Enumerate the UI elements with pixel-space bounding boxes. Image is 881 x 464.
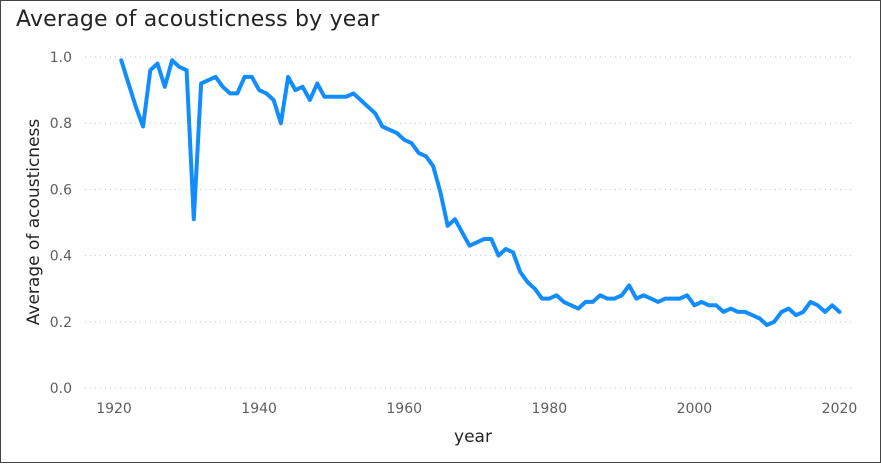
x-axis-title: year — [454, 427, 492, 447]
y-tick-label: 0.0 — [50, 381, 72, 397]
y-tick-label: 1.0 — [50, 50, 72, 66]
x-tick-label: 2020 — [822, 401, 858, 417]
y-tick-label: 0.6 — [50, 182, 72, 198]
y-tick-label: 0.8 — [50, 116, 72, 132]
x-tick-label: 2000 — [677, 401, 713, 417]
y-tick-label: 0.2 — [50, 315, 72, 331]
x-axis-ticks: 1920 1940 1960 1980 2000 2020 — [96, 401, 857, 417]
y-axis-ticks: 0.0 0.2 0.4 0.6 0.8 1.0 — [50, 50, 72, 397]
y-tick-label: 0.4 — [50, 249, 72, 265]
chart-title: Average of acousticness by year — [16, 7, 380, 32]
x-tick-label: 1920 — [96, 401, 132, 417]
gridlines — [85, 56, 854, 389]
series-line-acousticness[interactable] — [119, 58, 842, 328]
y-axis-title: Average of acousticness — [24, 119, 44, 326]
x-tick-label: 1960 — [386, 401, 422, 417]
x-tick-label: 1980 — [531, 401, 567, 417]
x-tick-label: 1940 — [241, 401, 277, 417]
